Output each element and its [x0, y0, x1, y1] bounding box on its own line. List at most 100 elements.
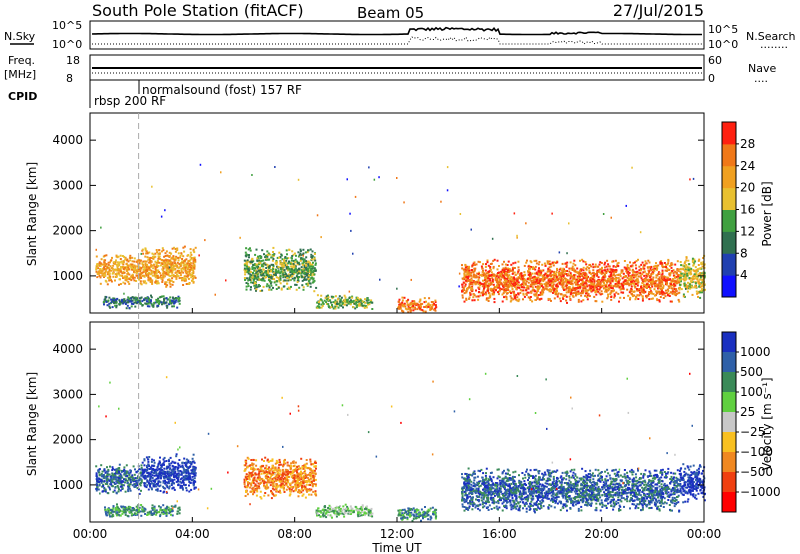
echo-cell — [694, 260, 697, 263]
echo-cell — [493, 297, 496, 300]
echo-cell — [171, 274, 173, 277]
echo-cell — [658, 299, 661, 302]
echo-cell — [160, 215, 163, 218]
echo-cell — [108, 302, 111, 305]
echo-cell — [363, 301, 365, 304]
echo-cell — [327, 294, 329, 297]
echo-cell — [688, 277, 691, 279]
echo-cell — [693, 286, 696, 289]
echo-cell — [178, 297, 181, 299]
echo-cell — [296, 281, 299, 283]
nsearch-legend-dots: ........ — [760, 38, 788, 51]
echo-cell — [578, 292, 581, 295]
echo-cell — [600, 290, 603, 293]
echo-cell — [481, 285, 484, 288]
echo-cell — [602, 213, 605, 215]
echo-cell — [569, 261, 572, 264]
echo-cell — [620, 271, 623, 274]
echo-cell — [127, 487, 130, 489]
echo-cell — [115, 254, 118, 257]
echo-cell — [312, 265, 315, 268]
echo-cell — [531, 300, 534, 303]
echo-cell — [174, 301, 177, 303]
echo-cell — [111, 306, 114, 309]
echo-cell — [590, 277, 592, 279]
echo-cell — [519, 288, 522, 291]
echo-cell — [189, 251, 192, 254]
echo-cell — [188, 259, 191, 262]
echo-cell — [631, 265, 634, 268]
echo-cell — [507, 267, 510, 270]
echo-cell — [674, 281, 677, 284]
echo-cell — [690, 277, 693, 280]
echo-cell — [166, 304, 169, 307]
echo-cell — [508, 268, 511, 270]
echo-cell — [320, 236, 322, 239]
echo-cell — [545, 284, 548, 287]
echo-cell — [165, 266, 168, 269]
echo-cell — [272, 246, 275, 249]
echo-cell — [540, 297, 543, 300]
echo-cell — [368, 303, 371, 306]
echo-cell — [147, 265, 150, 268]
echo-cell — [535, 271, 538, 274]
echo-cell — [277, 286, 280, 289]
echo-cell — [262, 271, 265, 274]
echo-cell — [102, 474, 105, 476]
echo-cell — [148, 305, 151, 308]
echo-cell — [434, 301, 437, 304]
echo-cell — [351, 296, 354, 299]
echo-cell — [683, 279, 686, 282]
echo-cell — [295, 254, 297, 257]
echo-cell — [127, 298, 130, 301]
echo-cell — [346, 298, 349, 301]
echo-cell — [594, 265, 596, 268]
echo-cell — [647, 283, 649, 286]
echo-cell — [162, 295, 165, 298]
echo-cell — [129, 254, 132, 257]
echo-cell — [342, 306, 344, 309]
echo-cell — [334, 301, 337, 304]
echo-cell — [120, 470, 123, 473]
echo-cell — [141, 271, 144, 274]
echo-cell — [291, 275, 294, 277]
echo-cell — [650, 265, 653, 268]
echo-cell — [148, 297, 151, 300]
echo-cell — [611, 287, 614, 290]
echo-cell — [136, 470, 139, 473]
echo-cell — [702, 263, 704, 265]
echo-cell — [569, 293, 572, 296]
echo-cell — [148, 261, 151, 264]
echo-cell — [572, 292, 575, 294]
echo-cell — [483, 287, 485, 290]
echo-cell — [397, 300, 400, 303]
echo-cell — [412, 306, 415, 309]
echo-cell — [285, 279, 288, 282]
echo-cell — [349, 303, 352, 306]
echo-cell — [650, 269, 653, 272]
echo-cell — [606, 286, 608, 289]
echo-cell — [585, 263, 588, 266]
echo-cell — [316, 214, 319, 217]
echo-cell — [678, 279, 681, 282]
echo-cell — [419, 305, 422, 308]
echo-cell — [406, 300, 409, 303]
echo-cell — [511, 284, 514, 287]
nsky-left-tick-bottom: 10^0 — [52, 38, 82, 51]
echo-cell — [516, 296, 519, 299]
echo-cell — [504, 281, 507, 284]
echo-cell — [165, 273, 168, 276]
echo-cell — [114, 478, 117, 481]
echo-cell — [176, 261, 179, 264]
echo-cell — [129, 489, 132, 492]
echo-cell — [492, 274, 495, 277]
echo-cell — [294, 283, 297, 286]
echo-cell — [305, 260, 308, 263]
echo-cell — [672, 278, 674, 281]
echo-cell — [648, 285, 650, 288]
echo-cell — [302, 286, 305, 289]
echo-cell — [270, 263, 273, 266]
echo-cell — [251, 174, 253, 176]
echo-cell — [605, 289, 608, 292]
echo-cell — [111, 466, 114, 469]
